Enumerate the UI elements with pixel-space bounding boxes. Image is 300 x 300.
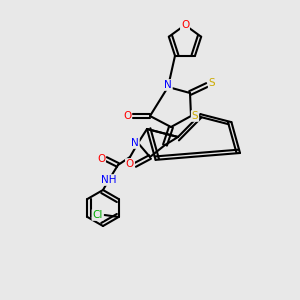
Text: N: N — [131, 138, 139, 148]
Text: NH: NH — [101, 175, 117, 185]
Text: N: N — [164, 80, 172, 90]
Text: O: O — [97, 154, 105, 164]
Text: Cl: Cl — [92, 210, 103, 220]
Text: S: S — [209, 78, 215, 88]
Text: S: S — [192, 111, 198, 121]
Text: O: O — [126, 159, 134, 169]
Text: O: O — [123, 111, 131, 121]
Text: O: O — [181, 20, 189, 30]
